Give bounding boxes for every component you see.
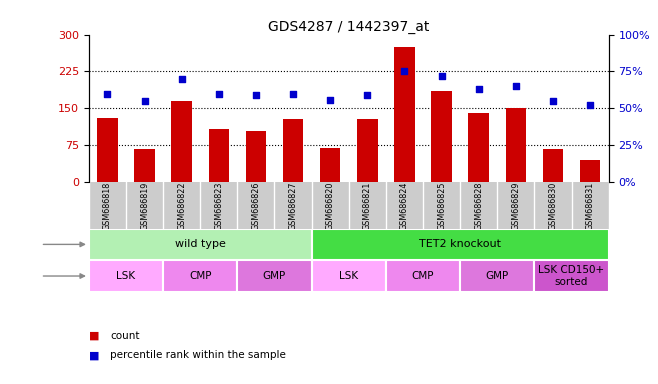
Bar xyxy=(320,148,340,182)
Bar xyxy=(163,260,238,292)
Bar xyxy=(432,91,452,182)
Bar xyxy=(580,160,600,182)
Bar xyxy=(172,101,192,182)
Point xyxy=(288,91,298,97)
Text: LSK: LSK xyxy=(339,271,359,281)
Bar xyxy=(312,260,386,292)
Bar xyxy=(312,228,609,260)
Point xyxy=(139,98,150,104)
Text: GSM686825: GSM686825 xyxy=(437,181,446,230)
Text: GSM686830: GSM686830 xyxy=(549,181,557,230)
Bar xyxy=(460,260,534,292)
Text: GSM686826: GSM686826 xyxy=(251,181,261,230)
Text: GMP: GMP xyxy=(263,271,286,281)
Bar xyxy=(134,149,155,182)
Bar xyxy=(209,129,229,182)
Text: count: count xyxy=(110,331,139,341)
Bar xyxy=(283,119,303,182)
Point xyxy=(511,83,521,89)
Point xyxy=(325,96,336,103)
Text: GSM686824: GSM686824 xyxy=(400,181,409,230)
Text: GSM686829: GSM686829 xyxy=(511,181,520,230)
Point xyxy=(102,91,113,97)
Point xyxy=(399,68,410,74)
Bar xyxy=(386,260,460,292)
Text: GSM686820: GSM686820 xyxy=(326,181,335,230)
Text: GSM686831: GSM686831 xyxy=(586,181,595,230)
Bar xyxy=(468,113,489,182)
Bar xyxy=(543,149,563,182)
Title: GDS4287 / 1442397_at: GDS4287 / 1442397_at xyxy=(268,20,430,33)
Text: CMP: CMP xyxy=(412,271,434,281)
Point xyxy=(213,91,224,97)
Bar xyxy=(97,118,118,182)
Point xyxy=(176,76,187,82)
Text: GMP: GMP xyxy=(486,271,509,281)
Text: GSM686823: GSM686823 xyxy=(215,181,223,230)
Point xyxy=(251,92,261,98)
Bar xyxy=(238,260,312,292)
Text: TET2 knockout: TET2 knockout xyxy=(419,239,501,249)
Bar xyxy=(357,119,378,182)
Point xyxy=(362,92,372,98)
Bar xyxy=(89,260,163,292)
Text: GSM686819: GSM686819 xyxy=(140,181,149,230)
Bar xyxy=(534,260,609,292)
Text: wild type: wild type xyxy=(175,239,226,249)
Point xyxy=(436,73,447,79)
Bar xyxy=(245,131,266,182)
Text: percentile rank within the sample: percentile rank within the sample xyxy=(110,350,286,360)
Point xyxy=(473,86,484,92)
Point xyxy=(585,103,595,109)
Text: CMP: CMP xyxy=(189,271,211,281)
Text: LSK CD150+
sorted: LSK CD150+ sorted xyxy=(538,265,605,287)
Text: GSM686828: GSM686828 xyxy=(474,181,483,230)
Bar xyxy=(505,108,526,182)
Point xyxy=(547,98,558,104)
Text: GSM686821: GSM686821 xyxy=(363,181,372,230)
Bar xyxy=(89,228,312,260)
Text: LSK: LSK xyxy=(116,271,136,281)
Text: GSM686818: GSM686818 xyxy=(103,181,112,230)
Text: ■: ■ xyxy=(89,350,103,360)
Text: ■: ■ xyxy=(89,331,103,341)
Bar xyxy=(394,47,415,182)
Text: GSM686827: GSM686827 xyxy=(289,181,297,230)
Text: GSM686822: GSM686822 xyxy=(177,181,186,230)
